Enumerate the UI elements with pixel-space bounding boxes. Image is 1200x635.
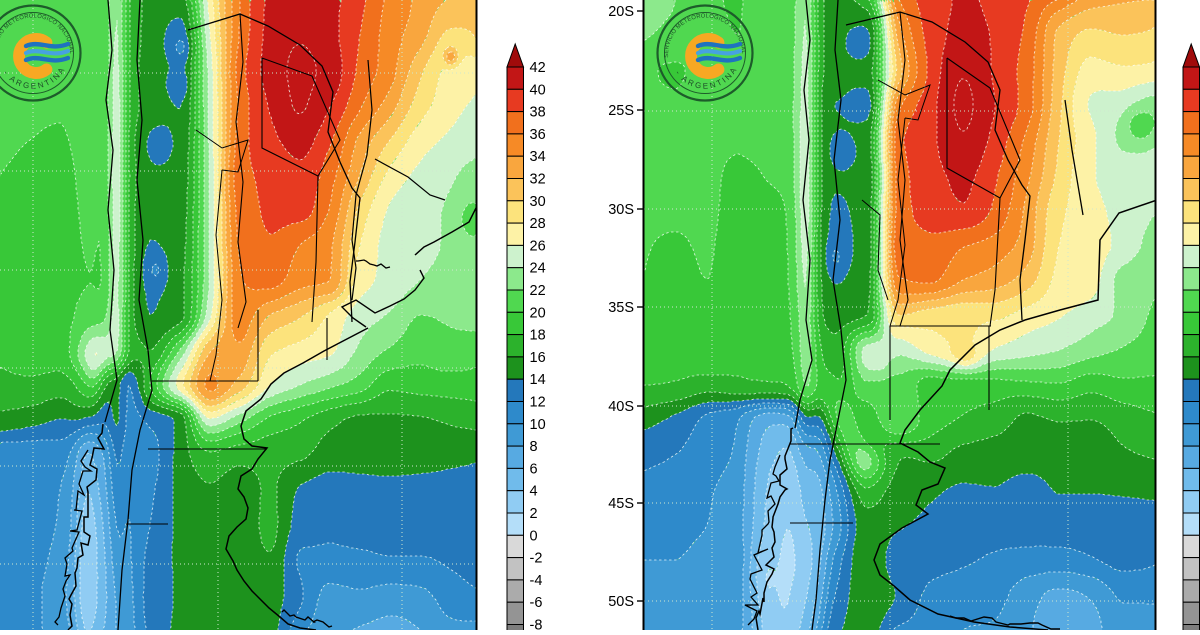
- svg-text:38: 38: [530, 105, 546, 121]
- svg-text:42: 42: [530, 60, 546, 76]
- svg-text:8: 8: [530, 439, 538, 455]
- svg-text:0: 0: [530, 528, 538, 544]
- svg-text:36: 36: [530, 127, 546, 143]
- svg-text:32: 32: [530, 172, 546, 188]
- svg-text:-2: -2: [530, 551, 543, 567]
- svg-text:45S: 45S: [608, 496, 634, 512]
- svg-text:18: 18: [530, 328, 546, 344]
- svg-text:35S: 35S: [608, 300, 634, 316]
- svg-text:6: 6: [530, 461, 538, 477]
- svg-text:26: 26: [530, 238, 546, 254]
- svg-text:12: 12: [530, 395, 546, 411]
- svg-text:4: 4: [530, 484, 538, 500]
- svg-text:24: 24: [530, 261, 546, 277]
- svg-text:20: 20: [530, 305, 546, 321]
- svg-text:34: 34: [530, 149, 546, 165]
- svg-text:22: 22: [530, 283, 546, 299]
- svg-text:16: 16: [530, 350, 546, 366]
- svg-text:30: 30: [530, 194, 546, 210]
- svg-text:40S: 40S: [608, 399, 634, 415]
- svg-text:-6: -6: [530, 595, 543, 611]
- svg-text:2: 2: [530, 506, 538, 522]
- svg-text:50S: 50S: [608, 594, 634, 610]
- svg-text:14: 14: [530, 372, 546, 388]
- svg-text:28: 28: [530, 216, 546, 232]
- svg-text:30S: 30S: [608, 202, 634, 218]
- svg-text:-8: -8: [530, 618, 543, 631]
- svg-text:25S: 25S: [608, 103, 634, 119]
- svg-text:40: 40: [530, 82, 546, 98]
- svg-text:10: 10: [530, 417, 546, 433]
- svg-text:20S: 20S: [608, 4, 634, 20]
- svg-text:-4: -4: [530, 573, 543, 589]
